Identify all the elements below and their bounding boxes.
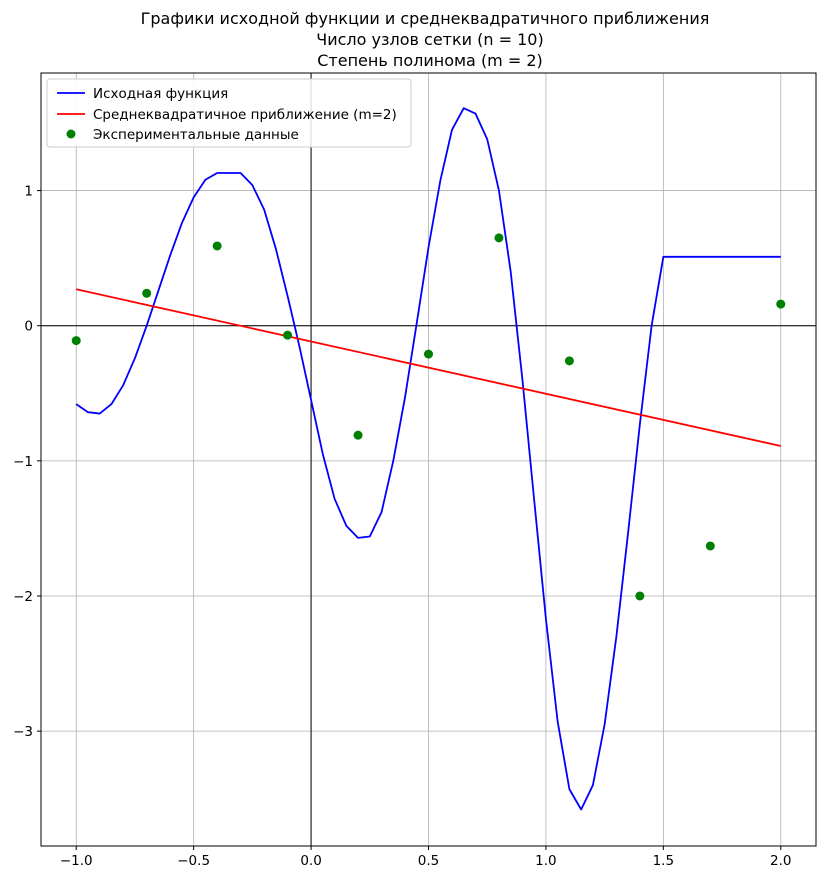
chart-title: Графики исходной функции и среднеквадрат… bbox=[141, 9, 710, 70]
series-approximation bbox=[76, 288, 781, 447]
y-tick-label: 0 bbox=[24, 319, 33, 335]
data-point bbox=[494, 233, 504, 243]
y-axis-ticks: 1 0 −1 −2 −3 bbox=[13, 184, 41, 740]
legend-label-original: Исходная функция bbox=[93, 86, 228, 102]
series-original-function bbox=[75, 107, 781, 811]
data-point bbox=[635, 591, 645, 601]
line-approximation bbox=[76, 288, 781, 447]
x-tick-label: 1.5 bbox=[653, 853, 674, 869]
data-point bbox=[353, 430, 363, 440]
data-point bbox=[705, 541, 715, 551]
series-experimental-data bbox=[71, 233, 786, 601]
x-tick-label: 0.0 bbox=[300, 853, 321, 869]
data-point bbox=[212, 241, 222, 251]
chart-title-line-3: Степень полинома (m = 2) bbox=[317, 51, 543, 70]
x-tick-label: 1.0 bbox=[535, 853, 556, 869]
chart-title-line-1: Графики исходной функции и среднеквадрат… bbox=[141, 9, 710, 28]
series-layer bbox=[71, 107, 786, 811]
legend-label-approximation: Среднеквадратичное приближение (m=2) bbox=[93, 107, 397, 123]
legend-label-data: Экспериментальные данные bbox=[93, 127, 299, 143]
data-point bbox=[71, 336, 81, 346]
y-tick-label: −2 bbox=[13, 589, 33, 605]
x-tick-label: 2.0 bbox=[770, 853, 791, 869]
legend-box bbox=[46, 78, 412, 148]
x-axis-ticks: −1.0 −0.5 0.0 0.5 1.0 1.5 2.0 bbox=[60, 846, 792, 869]
x-tick-label: −1.0 bbox=[60, 853, 93, 869]
data-point bbox=[564, 356, 574, 366]
y-tick-label: −1 bbox=[13, 454, 33, 470]
grid-lines bbox=[41, 73, 816, 846]
chart-title-line-2: Число узлов сетки (n = 10) bbox=[316, 30, 543, 49]
data-point bbox=[776, 299, 786, 309]
y-tick-label: 1 bbox=[24, 184, 33, 200]
y-tick-label: −3 bbox=[13, 724, 33, 740]
zero-axes bbox=[41, 73, 816, 846]
data-point bbox=[283, 330, 293, 340]
line-original-function bbox=[75, 107, 781, 811]
data-point bbox=[142, 288, 152, 298]
data-point bbox=[424, 349, 433, 359]
x-tick-label: −0.5 bbox=[177, 853, 210, 869]
legend: Исходная функция Среднеквадратичное приб… bbox=[46, 78, 412, 148]
x-tick-label: 0.5 bbox=[418, 853, 439, 869]
legend-swatch-data bbox=[66, 129, 76, 139]
